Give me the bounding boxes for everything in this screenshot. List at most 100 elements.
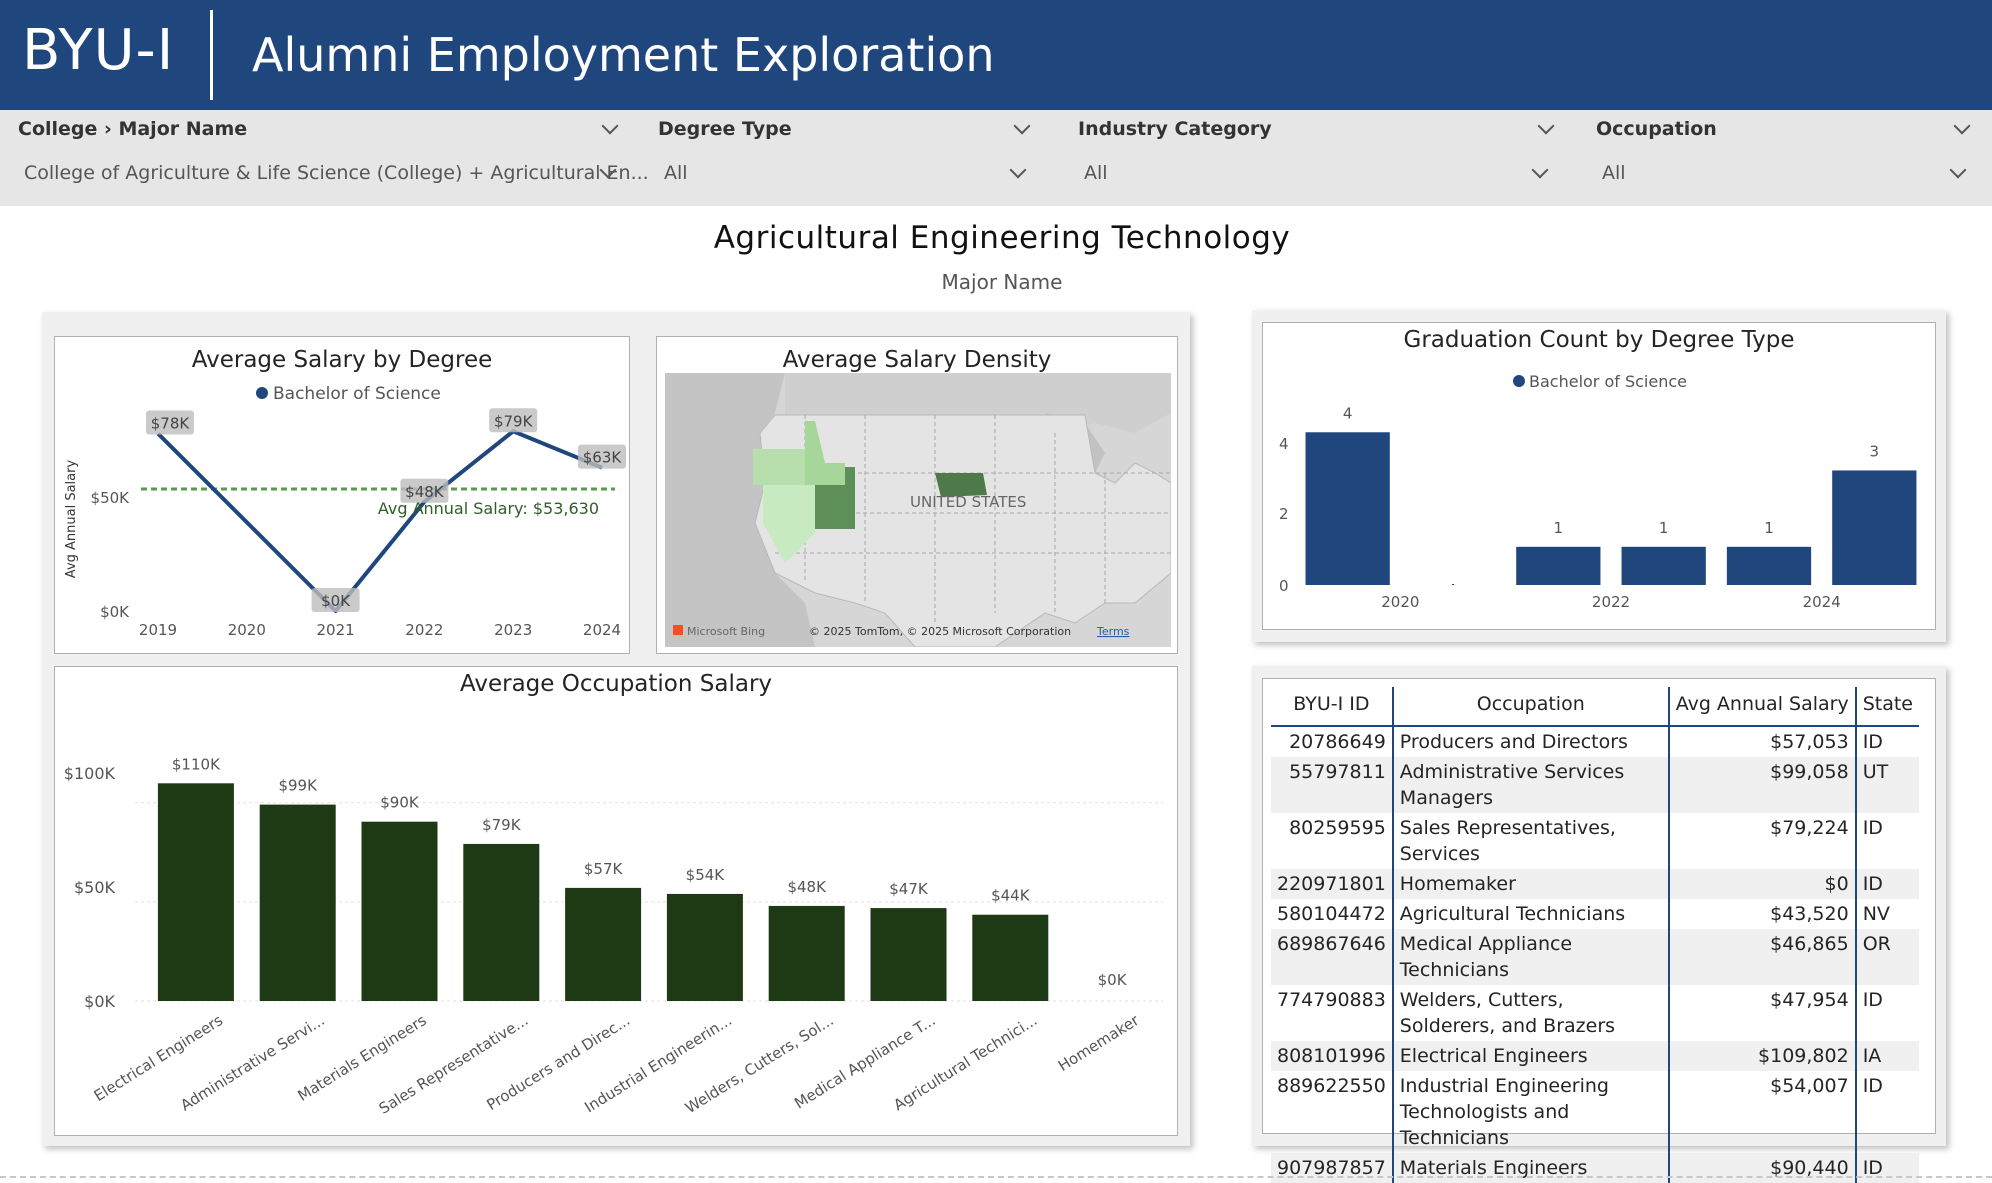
salary-by-degree-chart[interactable]: Bachelor of Science Avg Annual Salary $5… <box>55 337 631 655</box>
legend-marker <box>1513 375 1525 387</box>
chevron-down-icon[interactable] <box>601 116 619 137</box>
occupation-table-card[interactable]: BYU-I ID Occupation Avg Annual Salary St… <box>1262 678 1936 1183</box>
report-title: Agricultural Engineering Technology <box>713 220 1291 256</box>
data-label: $47K <box>889 880 929 898</box>
slicer-title: College › Major Name <box>18 118 248 140</box>
bar-2024 <box>1832 470 1917 585</box>
us-map: UNITED STATES Microsoft Bing © 2025 TomT… <box>665 373 1171 647</box>
y-tick-label: 4 <box>1279 435 1289 453</box>
cell-id: 20786649 <box>1271 726 1394 757</box>
cell-salary: $109,802 <box>1668 1041 1857 1071</box>
chevron-down-icon[interactable] <box>1013 116 1031 137</box>
salary-density-map[interactable]: UNITED STATES Microsoft Bing © 2025 TomT… <box>665 373 1171 647</box>
table-header-row: BYU-I ID Occupation Avg Annual Salary St… <box>1271 687 1919 727</box>
chevron-down-icon[interactable] <box>1953 116 1971 137</box>
map-copyright: © 2025 TomTom, © 2025 Microsoft Corporat… <box>809 625 1071 638</box>
cell-occupation: Sales Representatives, Services <box>1392 813 1670 869</box>
card-title: Average Salary Density <box>782 347 1052 373</box>
cell-occupation: Welders, Cutters, Solderers, and Brazers <box>1392 985 1670 1041</box>
slicer-industry-category[interactable]: Industry Category All <box>1078 110 1556 206</box>
cell-salary: $54,007 <box>1668 1071 1857 1153</box>
cell-id: 808101996 <box>1271 1041 1394 1071</box>
table-row[interactable]: 80259595 Sales Representatives, Services… <box>1271 813 1919 869</box>
slicer-occupation[interactable]: Occupation All <box>1596 110 1978 206</box>
chevron-down-icon[interactable] <box>599 160 617 181</box>
slicer-college-major[interactable]: College › Major Name College of Agricult… <box>18 110 649 206</box>
x-tick-label: 2019 <box>139 621 177 639</box>
column-header[interactable]: Occupation <box>1392 687 1670 727</box>
cell-id: 774790883 <box>1271 985 1394 1041</box>
column-header[interactable]: Avg Annual Salary <box>1668 687 1857 727</box>
chevron-down-icon[interactable] <box>1009 160 1027 181</box>
slicer-dropdown[interactable]: All <box>658 154 1036 194</box>
salary-by-degree-card[interactable]: Average Salary by Degree Bachelor of Sci… <box>54 336 630 654</box>
chevron-down-icon[interactable] <box>1531 160 1549 181</box>
legend-label: Bachelor of Science <box>273 384 441 404</box>
bar-2023 <box>1726 546 1812 585</box>
cell-state: ID <box>1855 869 1919 899</box>
slicer-dropdown[interactable]: All <box>1596 154 1978 194</box>
region-nevada <box>763 485 815 563</box>
column-header[interactable]: BYU-I ID <box>1271 687 1394 727</box>
data-label: $0K <box>321 592 351 610</box>
data-label: $57K <box>584 860 624 878</box>
y-tick-label: $0K <box>84 992 115 1011</box>
bar-occupation <box>666 893 743 1001</box>
cell-occupation: Producers and Directors <box>1392 726 1670 757</box>
graduation-count-chart[interactable]: Bachelor of Science 4 2 0 4 2020 1 1 2022 1 3 2… <box>1263 323 1937 631</box>
cell-state: ID <box>1862 1075 1883 1097</box>
map-country-label: UNITED STATES <box>910 493 1026 511</box>
graduation-count-card[interactable]: Graduation Count by Degree Type Bachelor… <box>1262 322 1936 630</box>
table-row[interactable]: 55797811 Administrative Services Manager… <box>1271 757 1919 813</box>
salary-density-card[interactable]: Average Salary Density <box>656 336 1178 654</box>
cell-state: ID <box>1855 1153 1919 1183</box>
chevron-down-icon[interactable] <box>1949 160 1967 181</box>
table-row[interactable]: 220971801 Homemaker $0 ID <box>1271 869 1919 899</box>
slicer-dropdown[interactable]: All <box>1078 154 1556 194</box>
table-row[interactable]: 20786649 Producers and Directors $57,053… <box>1271 726 1919 757</box>
occupation-table[interactable]: BYU-I ID Occupation Avg Annual Salary St… <box>1271 687 1919 1183</box>
y-tick-label: 0 <box>1279 577 1289 595</box>
bar-occupation <box>157 783 234 1001</box>
data-label: $110K <box>172 755 221 773</box>
bar-2020 <box>1452 584 1454 585</box>
table-row[interactable]: 689867646 Medical Appliance Technicians … <box>1271 929 1919 985</box>
cell-salary: $99,058 <box>1668 757 1857 813</box>
region-oregon <box>753 449 805 485</box>
occupation-salary-card[interactable]: Average Occupation Salary $100K $50K $0K… <box>54 666 1178 1136</box>
cell-occupation: Administrative Services Managers <box>1392 757 1670 813</box>
slicer-degree-type[interactable]: Degree Type All <box>658 110 1036 206</box>
cell-id: 580104472 <box>1271 899 1394 929</box>
data-label: 1 <box>1659 519 1669 537</box>
cell-id: 689867646 <box>1271 929 1394 985</box>
column-header[interactable]: State <box>1855 687 1919 727</box>
data-label: $78K <box>151 415 191 433</box>
table-row[interactable]: 907987857 Materials Engineers $90,440 ID <box>1271 1153 1919 1183</box>
cell-occupation: Homemaker <box>1392 869 1670 899</box>
chevron-down-icon[interactable] <box>1537 116 1555 137</box>
cell-salary: $43,520 <box>1668 899 1857 929</box>
slicer-title: Occupation <box>1596 118 1717 140</box>
cell-state: ID <box>1862 817 1883 839</box>
bar-occupation <box>259 804 336 1001</box>
table-row[interactable]: 774790883 Welders, Cutters, Solderers, a… <box>1271 985 1919 1041</box>
data-label: $44K <box>991 887 1031 905</box>
cell-salary: $79,224 <box>1668 813 1857 869</box>
bar-occupation <box>972 914 1049 1001</box>
bar-occupation <box>768 905 845 1001</box>
data-label-box <box>311 588 360 612</box>
cell-occupation: Industrial Engineering Technologists and… <box>1392 1071 1670 1153</box>
app-header: BYU-I Alumni Employment Exploration <box>0 0 1992 110</box>
slicer-title: Degree Type <box>658 118 792 140</box>
table-row[interactable]: 889622550 Industrial Engineering Technol… <box>1271 1071 1919 1153</box>
card-title: Graduation Count by Degree Type <box>1403 327 1795 353</box>
table-row[interactable]: 808101996 Electrical Engineers $109,802 … <box>1271 1041 1919 1071</box>
x-tick-label: 2020 <box>228 621 266 639</box>
slicer-dropdown[interactable]: College of Agriculture & Life Science (C… <box>18 154 649 194</box>
map-terms-link[interactable]: Terms <box>1096 625 1130 638</box>
cell-id: 889622550 <box>1271 1071 1394 1153</box>
table-row[interactable]: 580104472 Agricultural Technicians $43,5… <box>1271 899 1919 929</box>
cell-state: NV <box>1862 903 1890 925</box>
data-label: 1 <box>1764 519 1774 537</box>
